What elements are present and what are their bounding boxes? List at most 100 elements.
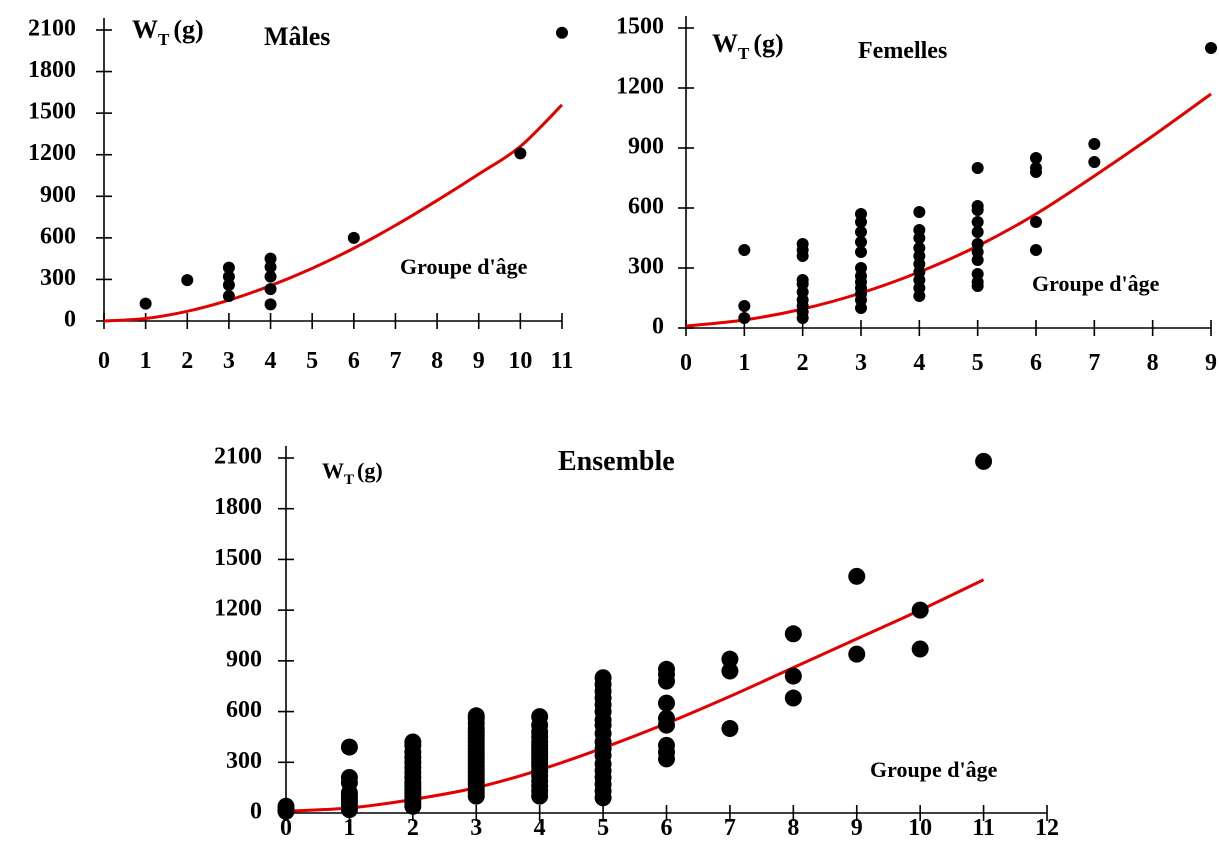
females-data-point bbox=[913, 242, 926, 254]
all-data-point bbox=[467, 707, 485, 725]
males-ylabel-sub: T bbox=[158, 30, 170, 49]
females-data-point bbox=[971, 200, 984, 212]
all-data-point bbox=[340, 769, 358, 786]
females-x-tick-label: 4 bbox=[913, 350, 925, 376]
females-data-point bbox=[796, 274, 809, 286]
males-title: Mâles bbox=[264, 22, 330, 51]
males-data-point bbox=[222, 270, 235, 283]
females-ylabel-unit: (g) bbox=[753, 29, 783, 58]
all-data-point bbox=[658, 694, 675, 712]
all-data-point bbox=[658, 660, 675, 678]
chart-males: 0 300 600 900 1200 1500 1800 2100 0 1 2 3 4 5 6 7 8 9 10 11… bbox=[28, 15, 573, 374]
females-y-tick-label: 600 bbox=[628, 194, 664, 220]
males-data-point bbox=[514, 147, 527, 160]
all-x-tick-label: 5 bbox=[597, 815, 609, 841]
females-marks: 0 300 600 900 1200 1500 0 1 2 3 4 5 6 7 8 9 bbox=[616, 14, 1217, 376]
females-data-point bbox=[971, 238, 984, 250]
females-data-point bbox=[855, 262, 867, 274]
all-y-tick-label: 300 bbox=[226, 748, 262, 774]
males-x-tick-label: 8 bbox=[431, 348, 443, 374]
females-data-point bbox=[913, 206, 926, 218]
females-fit-curve bbox=[685, 92, 1212, 328]
males-x-tick-label: 11 bbox=[551, 348, 574, 374]
females-x-tick-label: 7 bbox=[1088, 350, 1100, 376]
males-x-tick-label: 4 bbox=[265, 348, 277, 374]
all-data-point bbox=[531, 708, 549, 726]
all-y-tick-label: 0 bbox=[250, 799, 262, 825]
all-x-tick-label: 12 bbox=[1035, 815, 1059, 841]
males-ylabel: WT (g) bbox=[132, 15, 204, 49]
males-marks: 0 300 600 900 1200 1500 1800 2100 0 1 2 3 4 5 6 7 8 9 10 11 bbox=[28, 16, 573, 375]
males-x-tick-label: 5 bbox=[306, 348, 318, 374]
males-y-tick-label: 2100 bbox=[28, 16, 76, 42]
females-data-point bbox=[738, 312, 751, 324]
males-x-tick-label: 10 bbox=[508, 348, 532, 374]
males-data-point bbox=[347, 231, 360, 244]
females-y-tick-label: 1500 bbox=[616, 14, 664, 40]
males-data-point bbox=[222, 278, 235, 291]
females-data-point bbox=[971, 268, 984, 280]
females-data-point bbox=[855, 208, 867, 220]
all-y-tick-label: 1500 bbox=[214, 545, 262, 571]
all-data-point bbox=[721, 650, 739, 668]
males-data-point bbox=[139, 297, 152, 310]
females-data-point bbox=[1088, 156, 1101, 168]
all-y-tick-label: 900 bbox=[226, 646, 262, 672]
ensemble-ylabel: WT (g) bbox=[322, 458, 383, 488]
males-x-tick-label: 0 bbox=[98, 348, 110, 374]
ensemble-ylabel-sub: T bbox=[344, 472, 354, 488]
females-data-point bbox=[1030, 244, 1042, 256]
females-x-tick-label: 1 bbox=[738, 350, 750, 376]
females-data-point bbox=[855, 226, 867, 238]
males-y-tick-label: 300 bbox=[40, 265, 76, 291]
males-fit-curve bbox=[103, 103, 564, 323]
females-data-point bbox=[1088, 138, 1101, 150]
all-data-point bbox=[911, 640, 929, 658]
all-data-point bbox=[277, 797, 295, 815]
males-ylabel-main: W bbox=[132, 15, 158, 44]
females-x-tick-label: 3 bbox=[855, 350, 867, 376]
females-x-tick-label: 2 bbox=[797, 350, 809, 376]
all-data-point bbox=[848, 645, 866, 663]
females-data-point bbox=[971, 226, 984, 238]
females-data-point bbox=[971, 216, 984, 228]
females-ylabel: WT (g) bbox=[712, 29, 784, 63]
all-data-point bbox=[658, 709, 675, 727]
males-data-point bbox=[264, 298, 277, 311]
females-data-point bbox=[971, 162, 984, 174]
females-data-point bbox=[1205, 42, 1217, 54]
females-title: Femelles bbox=[858, 38, 947, 64]
males-x-tick-label: 2 bbox=[181, 348, 193, 374]
males-y-tick-label: 1500 bbox=[28, 99, 76, 125]
females-xlabel: Groupe d'âge bbox=[1032, 271, 1160, 296]
females-data-point bbox=[738, 244, 751, 256]
males-xlabel: Groupe d'âge bbox=[400, 254, 528, 279]
males-data-point bbox=[222, 261, 235, 274]
males-data-point bbox=[181, 274, 194, 287]
males-y-tick-label: 1200 bbox=[28, 140, 76, 166]
all-x-tick-label: 4 bbox=[534, 815, 546, 841]
all-data-point bbox=[975, 452, 993, 470]
males-data-point bbox=[222, 290, 235, 303]
males-y-tick-label: 0 bbox=[64, 307, 76, 333]
all-data-point bbox=[784, 689, 802, 707]
ensemble-title: Ensemble bbox=[558, 446, 675, 477]
ensemble-ylabel-main: W bbox=[322, 458, 344, 483]
males-x-tick-label: 9 bbox=[473, 348, 485, 374]
all-y-tick-label: 2100 bbox=[214, 444, 262, 470]
males-data-point bbox=[264, 270, 277, 283]
females-x-tick-label: 0 bbox=[680, 350, 692, 376]
males-y-tick-label: 1800 bbox=[28, 57, 76, 83]
females-data-point bbox=[913, 224, 926, 236]
all-data-point bbox=[784, 667, 802, 685]
all-x-tick-label: 6 bbox=[661, 815, 673, 841]
females-y-tick-label: 900 bbox=[628, 134, 664, 160]
all-x-tick-label: 9 bbox=[851, 815, 863, 841]
males-x-tick-label: 6 bbox=[348, 348, 360, 374]
males-x-tick-label: 3 bbox=[223, 348, 235, 374]
females-x-tick-label: 5 bbox=[972, 350, 984, 376]
females-data-point bbox=[1030, 152, 1042, 164]
